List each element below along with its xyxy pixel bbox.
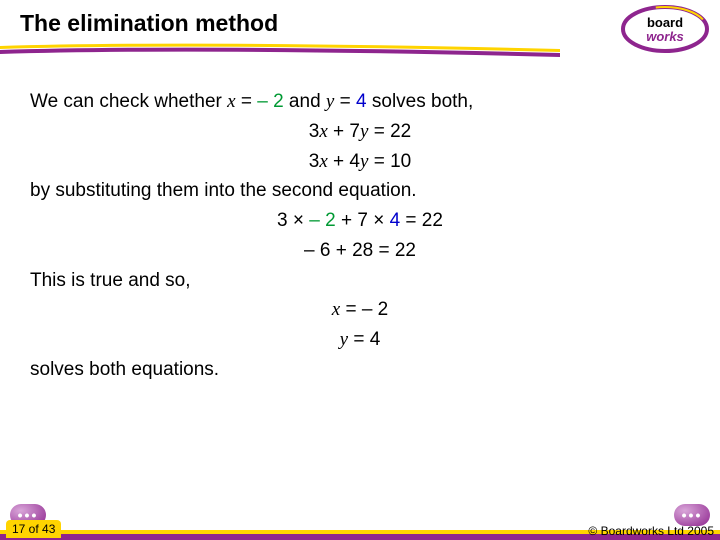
text: = 4 <box>348 329 380 350</box>
slide-content: We can check whether x = – 2 and y = 4 s… <box>0 72 720 382</box>
slide-footer: ••• ••• 17 of 43 © Boardworks Ltd 2005 <box>0 512 720 540</box>
text: + 4 <box>328 151 360 172</box>
text: 3 <box>309 121 320 142</box>
var-x: x <box>319 121 327 142</box>
svg-text:board: board <box>647 15 683 30</box>
text: = 22 <box>368 121 411 142</box>
text: 3 <box>277 210 293 231</box>
equation-2: 3x + 4y = 10 <box>30 150 690 174</box>
true-line: This is true and so, <box>30 269 690 293</box>
substitution-line: by substituting them into the second equ… <box>30 179 690 203</box>
copyright-text: © Boardworks Ltd 2005 <box>588 524 714 538</box>
x-value: – 2 <box>257 91 283 112</box>
var-y: y <box>340 329 348 350</box>
calculation-1: 3 × – 2 + 7 × 4 = 22 <box>30 209 690 233</box>
page-indicator: 17 of 43 <box>6 520 61 538</box>
equation-1: 3x + 7y = 22 <box>30 120 690 144</box>
text: = <box>334 91 356 112</box>
svg-text:works: works <box>646 29 684 44</box>
decorative-swoosh <box>0 40 560 60</box>
text: = – 2 <box>340 299 388 320</box>
text: × <box>293 210 309 231</box>
calculation-2: – 6 + 28 = 22 <box>30 239 690 263</box>
boardworks-logo: board works <box>615 4 710 54</box>
next-button[interactable]: ••• <box>674 504 710 526</box>
text: × <box>373 210 389 231</box>
text: + 7 <box>336 210 374 231</box>
subst-y: 4 <box>390 210 401 231</box>
var-x: x <box>227 91 235 112</box>
var-x: x <box>319 151 327 172</box>
final-line: solves both equations. <box>30 358 690 382</box>
text: We can check whether <box>30 91 227 112</box>
text: solves both, <box>367 91 474 112</box>
subst-x: – 2 <box>309 210 335 231</box>
text: = 10 <box>368 151 411 172</box>
solution-x: x = – 2 <box>30 298 690 322</box>
text: = <box>236 91 258 112</box>
text: + 7 <box>328 121 360 142</box>
intro-line: We can check whether x = – 2 and y = 4 s… <box>30 90 690 114</box>
text: 3 <box>309 151 320 172</box>
solution-y: y = 4 <box>30 328 690 352</box>
dots-icon: ••• <box>682 508 703 522</box>
y-value: 4 <box>356 91 367 112</box>
slide-header: The elimination method board works <box>0 0 720 72</box>
text: = 22 <box>400 210 443 231</box>
var-x: x <box>332 299 340 320</box>
page-title: The elimination method <box>20 10 278 37</box>
text: and <box>284 91 326 112</box>
